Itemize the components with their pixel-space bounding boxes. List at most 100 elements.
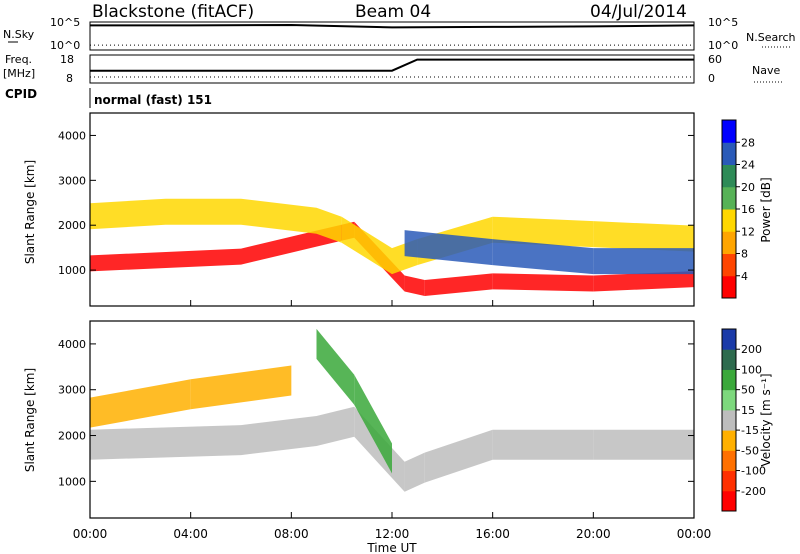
x-tick-label-5: 20:00 [576,527,611,541]
velocity-bands-group [90,328,694,492]
power-band-0-seg-7 [593,271,694,292]
velocity-ytick-label-3: 4000 [58,338,86,351]
power-ytick-label-2: 3000 [58,174,86,187]
power-colorbar-label: Power [dB] [759,177,773,242]
x-tick-label-3: 12:00 [375,527,410,541]
power-ytick-label-1: 2000 [58,219,86,232]
power-band-1-seg-8 [593,221,694,252]
freq-tick-low: 8 [66,72,73,85]
power-band-2-seg-0 [404,230,493,266]
power-band-1-seg-1 [165,198,241,225]
power-swatch-2 [722,231,736,254]
power-colorbar-swatches [722,120,736,299]
beam-label: Beam 04 [355,2,431,22]
velocity-swatch-2 [722,450,736,472]
freq-tick-high: 18 [60,53,74,66]
velocity-band-1-seg-1 [190,365,292,410]
x-tick-label-1: 04:00 [173,527,208,541]
velocity-cbar-tick-label-4: -15 [741,424,759,437]
velocity-band-2-seg-0 [316,328,355,405]
power-swatch-4 [722,186,736,210]
noise-tick-low-right: 10^0 [708,39,738,52]
date-label: 04/Jul/2014 [590,2,687,22]
freq-series-line [90,58,694,72]
velocity-swatch-6 [722,369,736,391]
freq-unit-label: [MHz] [3,67,35,80]
velocity-colorbar-swatches [722,329,736,512]
velocity-cbar-tick-label-1: 100 [741,363,762,376]
noise-panel: N.Sky 10^5 10^0 10^5 10^0 N.Search [3,16,796,52]
power-swatch-3 [722,209,736,232]
velocity-swatch-0 [722,490,736,512]
velocity-cbar-tick-label-6: -100 [741,465,766,478]
velocity-cbar-tick-label-0: 200 [741,343,762,356]
velocity-cbar-tick-label-5: -50 [741,444,759,457]
power-cbar-tick-label-1: 24 [741,159,755,172]
power-swatch-7 [722,120,736,143]
station-title: Blackstone (fitACF) [92,2,254,22]
power-y-ticks: 1000 2000 3000 4000 [58,129,694,277]
power-swatch-1 [722,253,736,277]
x-tick-label-6: 00:00 [677,527,712,541]
noise-tick-low-left: 10^0 [50,39,80,52]
velocity-swatch-3 [722,430,736,451]
velocity-band-0-seg-2 [316,406,355,446]
x-tick-label-4: 16:00 [475,527,510,541]
velocity-y-ticks: 1000 2000 3000 4000 [58,338,694,488]
power-band-1-seg-2 [241,198,317,234]
velocity-cbar-tick-label-7: -200 [741,485,766,498]
power-colorbar: 28 24 20 16 12 8 4 Power [dB] [721,119,773,299]
x-axis-ticks: 00:00 04:00 08:00 12:00 16:00 20:00 00:00 [73,300,712,541]
power-swatch-0 [722,275,736,299]
velocity-colorbar-label: Velocity [m s⁻¹] [759,373,773,466]
velocity-band-0-seg-7 [593,429,694,460]
nsearch-label: N.Search [746,31,796,44]
velocity-swatch-1 [722,470,736,492]
power-panel: 1000 2000 3000 4000 Slant Range [km] [23,112,695,307]
nsky-series-line [90,23,695,29]
velocity-colorbar-ticks: 200 100 50 15 -15 -50 -100 -200 [736,343,766,498]
x-tick-label-2: 08:00 [274,527,309,541]
velocity-swatch-8 [722,329,736,350]
nsky-label: N.Sky [3,28,35,41]
velocity-swatch-7 [722,349,736,370]
velocity-band-0-seg-5 [424,429,493,483]
cpid-label: CPID [5,87,37,101]
power-cbar-tick-label-6: 4 [741,270,748,283]
velocity-band-1-seg-0 [90,379,191,428]
power-bands-group [90,198,694,297]
power-swatch-6 [722,142,736,165]
velocity-band-2-seg-1 [354,374,392,474]
x-axis-label: Time UT [366,541,417,554]
power-y-axis-label: Slant Range [km] [23,160,37,264]
power-ytick-label-0: 1000 [58,264,86,277]
power-band-0-seg-4 [404,275,425,297]
power-cbar-tick-label-3: 16 [741,203,755,216]
power-band-1-seg-3 [316,207,342,243]
velocity-swatch-5 [722,389,736,411]
velocity-y-axis-label: Slant Range [km] [23,368,37,472]
velocity-ytick-label-2: 3000 [58,384,86,397]
nave-tick-high: 60 [708,53,722,66]
power-cbar-tick-label-5: 8 [741,248,748,261]
velocity-band-0-seg-1 [241,415,317,456]
velocity-band-0-seg-4 [404,452,425,492]
power-colorbar-ticks: 28 24 20 16 12 8 4 [736,136,755,283]
velocity-ytick-label-0: 1000 [58,475,86,488]
power-band-2-seg-2 [593,248,694,275]
power-cbar-tick-label-4: 12 [741,225,755,238]
power-cbar-tick-label-2: 20 [741,181,755,194]
velocity-band-0-seg-0 [90,425,241,460]
velocity-band-0-seg-6 [492,429,594,460]
velocity-ytick-label-1: 2000 [58,430,86,443]
freq-label: Freq. [5,53,32,66]
power-band-0-seg-6 [492,273,594,292]
velocity-cbar-tick-label-2: 50 [741,384,755,397]
freq-panel: Freq. [MHz] 18 8 60 0 Nave [3,53,782,85]
nave-tick-low: 0 [708,72,715,85]
power-band-1-seg-0 [90,198,166,230]
velocity-colorbar: 200 100 50 15 -15 -50 -100 -200 Velocity [m s⁻¹… [721,328,773,512]
x-tick-label-0: 00:00 [73,527,108,541]
cpid-value: normal (fast) 151 [94,93,212,107]
power-band-0-seg-0 [90,248,241,272]
